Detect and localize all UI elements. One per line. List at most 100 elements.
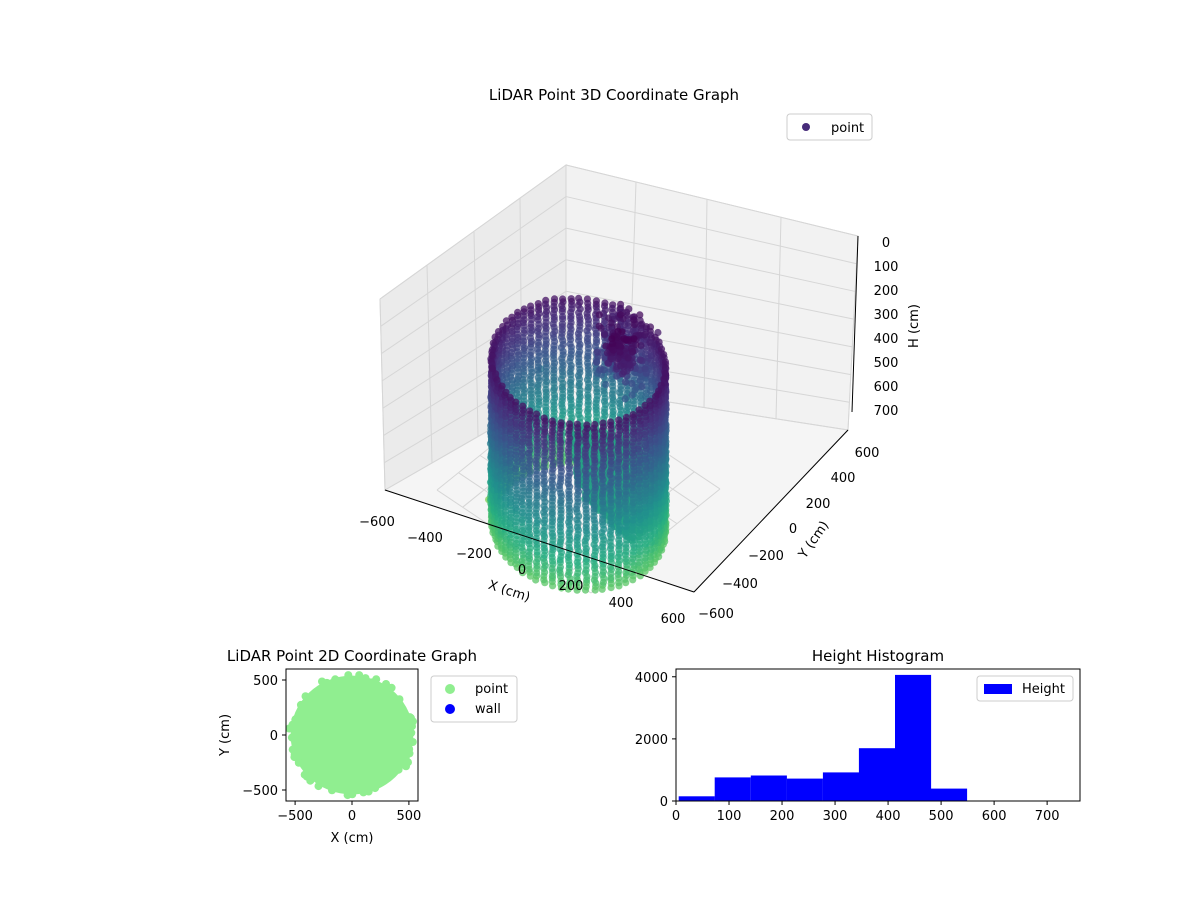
point-3d: [542, 307, 551, 316]
point-3d: [550, 384, 559, 392]
point-3d: [584, 405, 592, 413]
point-3d: [661, 370, 670, 378]
point-3d: [557, 496, 565, 504]
point-3d: [615, 487, 623, 495]
point-3d: [622, 413, 631, 421]
point-3d: [541, 516, 549, 524]
grid-line-vertical: [379, 298, 386, 491]
point-3d: [514, 372, 523, 380]
point-3d: [550, 405, 558, 413]
point-3d: [566, 578, 574, 586]
point-2d: [408, 722, 416, 731]
point-3d: [582, 505, 590, 513]
point-3d: [525, 484, 534, 492]
point-3d: [651, 396, 659, 404]
point-3d: [506, 393, 514, 401]
point-3d: [584, 303, 592, 311]
point-2d: [291, 715, 300, 724]
point-3d: [614, 497, 622, 505]
point-3d: [642, 413, 650, 421]
point-3d: [622, 547, 630, 556]
point-3d: [647, 475, 655, 483]
point-3d: [519, 435, 527, 443]
point-3d: [614, 472, 622, 481]
point-3d: [646, 497, 654, 505]
chart-3d-points: [485, 294, 671, 594]
chart-2d-ticks: −500 −500 0 0 500 500: [242, 674, 421, 824]
point-3d: [574, 484, 582, 492]
point-3d: [599, 578, 608, 586]
point-3d: [573, 576, 582, 584]
point-3d: [519, 491, 527, 499]
point-3d: [622, 470, 630, 478]
point-3d: [565, 512, 574, 520]
point-3d: [565, 444, 573, 453]
point-3d: [525, 523, 533, 532]
point-3d: [584, 383, 593, 391]
point-3d: [636, 356, 644, 364]
point-2d: [344, 671, 353, 680]
point-3d: [556, 461, 564, 469]
point-3d: [566, 340, 574, 348]
point-3d: [513, 476, 521, 484]
point-3d: [576, 298, 584, 306]
point-2d: [394, 765, 403, 774]
point-3d: [519, 551, 527, 559]
point-3d: [519, 358, 528, 366]
point-3d: [607, 574, 615, 582]
point-3d: [615, 437, 623, 445]
histogram-title: Height Histogram: [812, 647, 944, 665]
point-3d: [635, 558, 644, 567]
z3d-tick: 200: [874, 284, 899, 299]
point-3d: [534, 516, 542, 524]
point-3d: [584, 411, 592, 420]
point-3d: [559, 295, 567, 303]
point-3d: [549, 458, 557, 467]
hist-x-tick-label: 500: [929, 809, 954, 824]
x3d-tick: −200: [456, 547, 492, 562]
point-3d: [621, 575, 629, 583]
point-3d: [573, 583, 581, 591]
point-3d: [518, 420, 526, 428]
point-3d: [591, 530, 599, 539]
point-3d: [548, 529, 556, 538]
point-3d: [630, 335, 638, 343]
point-3d: [518, 509, 527, 517]
point-3d: [549, 494, 557, 502]
x3d-tick: 200: [559, 579, 584, 594]
point-3d: [511, 553, 520, 561]
point-2d: [395, 695, 404, 704]
point-3d: [621, 378, 630, 386]
point-3d: [622, 529, 630, 537]
point-3d: [642, 546, 650, 555]
point-3d: [520, 344, 528, 352]
point-3d: [525, 453, 533, 461]
point-3d: [542, 403, 550, 411]
point-3d: [599, 366, 608, 374]
point-3d: [525, 565, 533, 573]
point-2d: [398, 759, 407, 768]
point-3d: [608, 355, 616, 363]
point-3d: [620, 368, 628, 376]
point-3d: [622, 459, 630, 467]
point-3d: [616, 311, 625, 319]
point-3d: [614, 355, 622, 363]
point-3d: [540, 576, 548, 584]
point-3d: [557, 506, 565, 514]
point-3d: [600, 462, 608, 470]
point-3d: [629, 534, 637, 542]
point-3d: [624, 386, 632, 394]
chart-3d-legend-label: point: [831, 121, 864, 136]
point-3d: [540, 414, 548, 422]
point-3d: [566, 462, 574, 470]
point-3d: [592, 329, 600, 337]
point-3d: [636, 547, 644, 556]
point-3d: [591, 439, 599, 447]
point-3d: [525, 537, 533, 545]
point-3d: [518, 516, 527, 524]
y2d-tick-label: −500: [242, 784, 278, 799]
point-3d: [532, 467, 541, 475]
point-3d: [646, 402, 654, 410]
point-3d: [574, 453, 582, 461]
point-3d: [506, 485, 514, 493]
